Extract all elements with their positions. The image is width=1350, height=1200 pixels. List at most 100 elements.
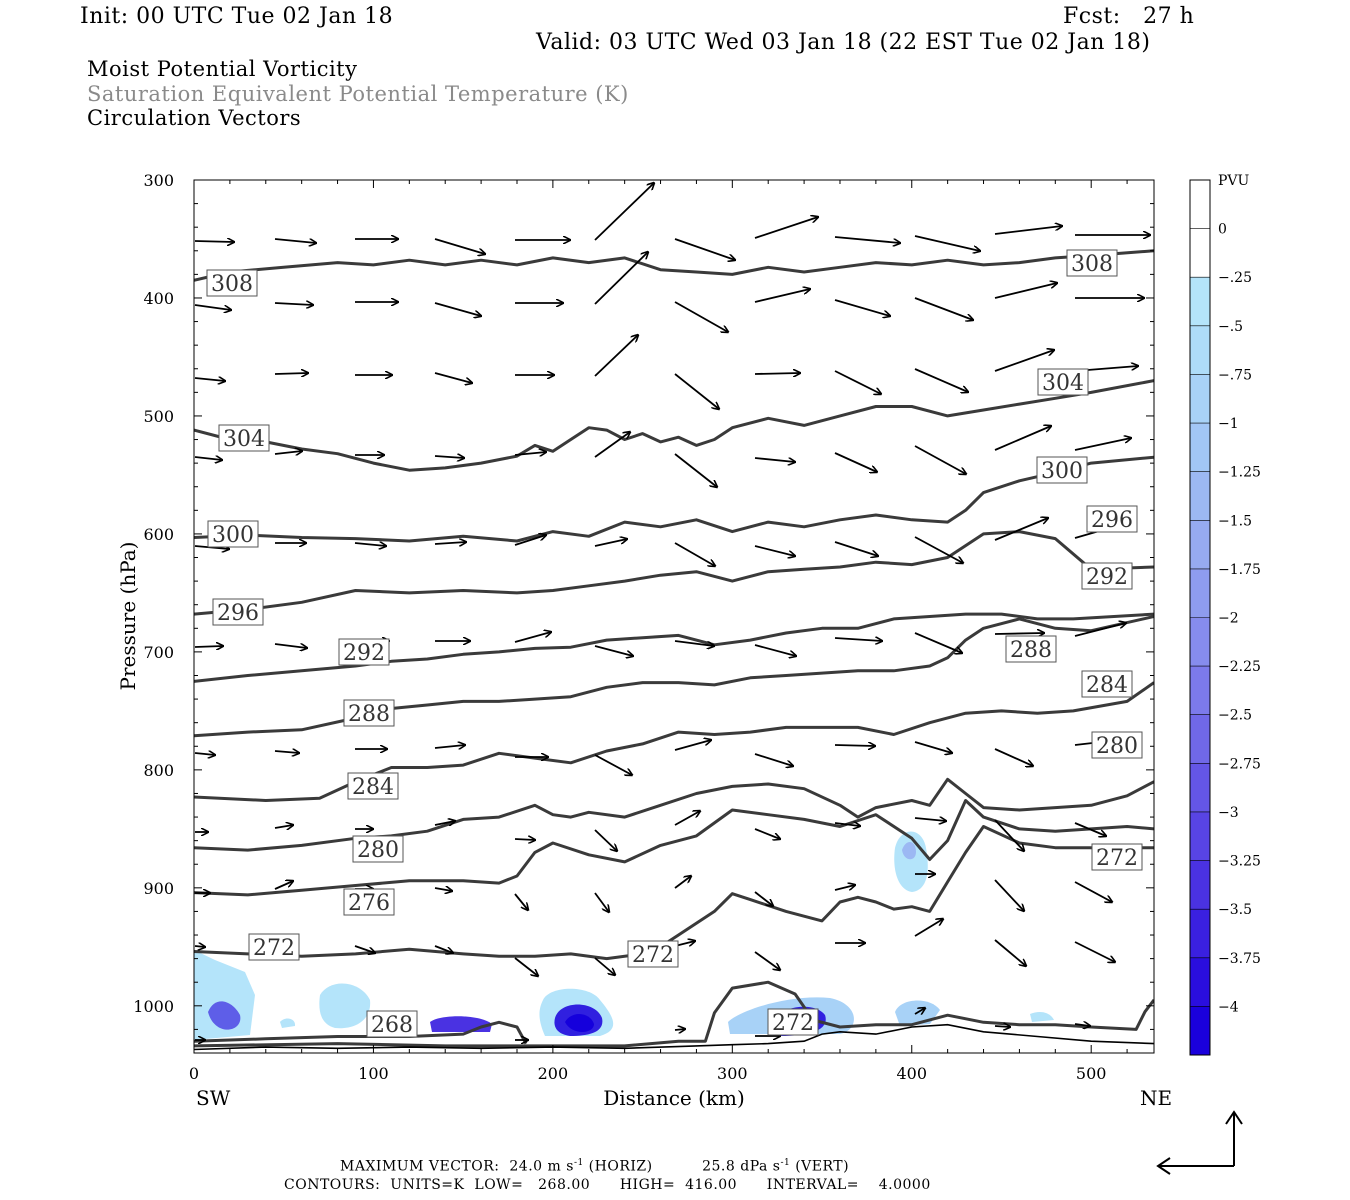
vector-arrow	[1074, 438, 1131, 451]
vector-arrow	[1074, 1024, 1090, 1026]
mpv-shade-region	[280, 1018, 296, 1028]
colorbar-label: −1.75	[1218, 562, 1261, 578]
colorbar-swatch	[1190, 423, 1210, 473]
contour-308-0	[194, 249, 1154, 282]
vector-arrow	[1074, 822, 1106, 836]
vector-arrow	[194, 304, 231, 310]
mpv-shading	[194, 831, 1054, 1040]
max-vector-horiz: 24.0 m s	[509, 1158, 574, 1175]
vector-arrow	[1074, 941, 1115, 962]
vector-arrow	[274, 751, 299, 753]
contour-label-box	[352, 835, 404, 863]
y-tick-label: 400	[143, 289, 174, 308]
colorbar-label: −4	[1218, 999, 1239, 1015]
vector-arrow	[914, 445, 966, 474]
vector-arrow	[994, 283, 1057, 299]
vector-arrow	[914, 536, 963, 563]
contour-label-box	[1091, 843, 1143, 871]
vector-arrow	[914, 919, 943, 937]
colorbar-label: −1.5	[1218, 513, 1252, 529]
contour-label: 272	[253, 936, 295, 961]
contour-label: 280	[357, 838, 399, 863]
exp-1: -1	[573, 1158, 584, 1168]
colorbar-label: −2.25	[1218, 659, 1261, 675]
vector-arrow	[834, 236, 900, 243]
contour-label: 268	[371, 1013, 413, 1038]
mpv-shade-region	[1030, 1012, 1054, 1022]
colorbar-swatch	[1190, 180, 1210, 230]
y-tick-label: 700	[143, 643, 174, 662]
subtitle-vectors: Circulation Vectors	[87, 106, 302, 130]
colorbar-swatch	[1190, 568, 1210, 618]
contour-label: 276	[348, 891, 390, 916]
contour-label: 272	[1096, 846, 1138, 871]
surface-line	[194, 1023, 1154, 1051]
horiz-unit: (HORIZ)	[588, 1158, 653, 1175]
colorbar-label: −2.75	[1218, 756, 1261, 772]
contour-label: 284	[1086, 673, 1128, 698]
vector-arrow	[434, 238, 485, 254]
x-tick-label: 300	[717, 1064, 748, 1083]
vector-arrow	[914, 368, 968, 392]
vector-arrow	[514, 535, 546, 546]
vector-arrow	[674, 811, 700, 826]
vector-arrow	[994, 633, 1044, 634]
contour-label: 296	[217, 601, 259, 626]
vector-arrow	[274, 451, 302, 454]
x-left-label: SW	[196, 1086, 231, 1110]
colorbar-swatch	[1190, 811, 1210, 862]
vector-arrow	[274, 825, 293, 828]
plot-frame	[193, 179, 1155, 1054]
vector-arrow	[594, 183, 654, 241]
colorbar-label: −.5	[1218, 319, 1243, 335]
contour-label-box	[248, 933, 300, 961]
colorbar-label: −.75	[1218, 367, 1252, 383]
vector-arrow	[434, 821, 455, 825]
vector-arrow	[994, 426, 1051, 451]
mpv-shade-region	[565, 1013, 594, 1032]
colorbar-swatch	[1190, 277, 1210, 327]
contour-300-2	[194, 455, 1154, 543]
vector-arrow	[834, 299, 890, 316]
vector-arrow	[994, 748, 1033, 766]
vector-arrow	[674, 301, 728, 332]
contour-label: 288	[1010, 638, 1052, 663]
vector-arrow	[274, 643, 307, 648]
colorbar-swatch	[1190, 471, 1210, 521]
colorbar: 0 −.25 −.5 −.75 −1 −1.25 −1.5 −1.75 −2 −2.25 −2.5 −…	[1189, 179, 1261, 1056]
init-time: Init: 00 UTC Tue 02 Jan 18	[80, 4, 394, 29]
vector-arrow	[594, 539, 627, 547]
vector-arrow	[994, 879, 1024, 911]
y-tick-label: 900	[143, 879, 174, 898]
max-vector-label: MAXIMUM VECTOR:	[340, 1158, 500, 1175]
vector-arrow	[674, 542, 715, 566]
y-tick-label: 1000	[133, 997, 174, 1016]
vector-arrow	[194, 753, 215, 755]
y-tick-label: 800	[143, 761, 174, 780]
vector-arrow	[754, 217, 818, 239]
vector-arrow	[354, 945, 375, 953]
vector-arrow	[754, 457, 795, 462]
vector-arrow	[834, 370, 881, 394]
colorbar-swatch	[1190, 325, 1210, 375]
contour-label: 272	[772, 1011, 814, 1036]
contour-label-box	[1086, 505, 1138, 533]
y-tick-label: 300	[143, 171, 174, 190]
contour-268-10	[194, 1020, 528, 1045]
vector-arrow	[434, 372, 472, 383]
vector-arrow	[514, 632, 551, 643]
x-tick-label: 100	[358, 1064, 389, 1083]
vector-arrow	[594, 645, 633, 656]
vector-arrow	[674, 740, 711, 751]
colorbar-swatch	[1190, 714, 1210, 764]
y-axis-label: Pressure (hPa)	[116, 542, 140, 691]
vector-arrow	[594, 957, 615, 975]
contour-label-box	[1091, 731, 1143, 759]
contour-label: 308	[211, 272, 253, 297]
contour-label: 292	[343, 641, 385, 666]
vector-arrow	[994, 518, 1048, 541]
vector-arrow	[674, 453, 717, 487]
colorbar-swatch	[1190, 374, 1210, 424]
colorbar-label: −1	[1218, 416, 1239, 432]
contour-label: 304	[223, 427, 265, 452]
